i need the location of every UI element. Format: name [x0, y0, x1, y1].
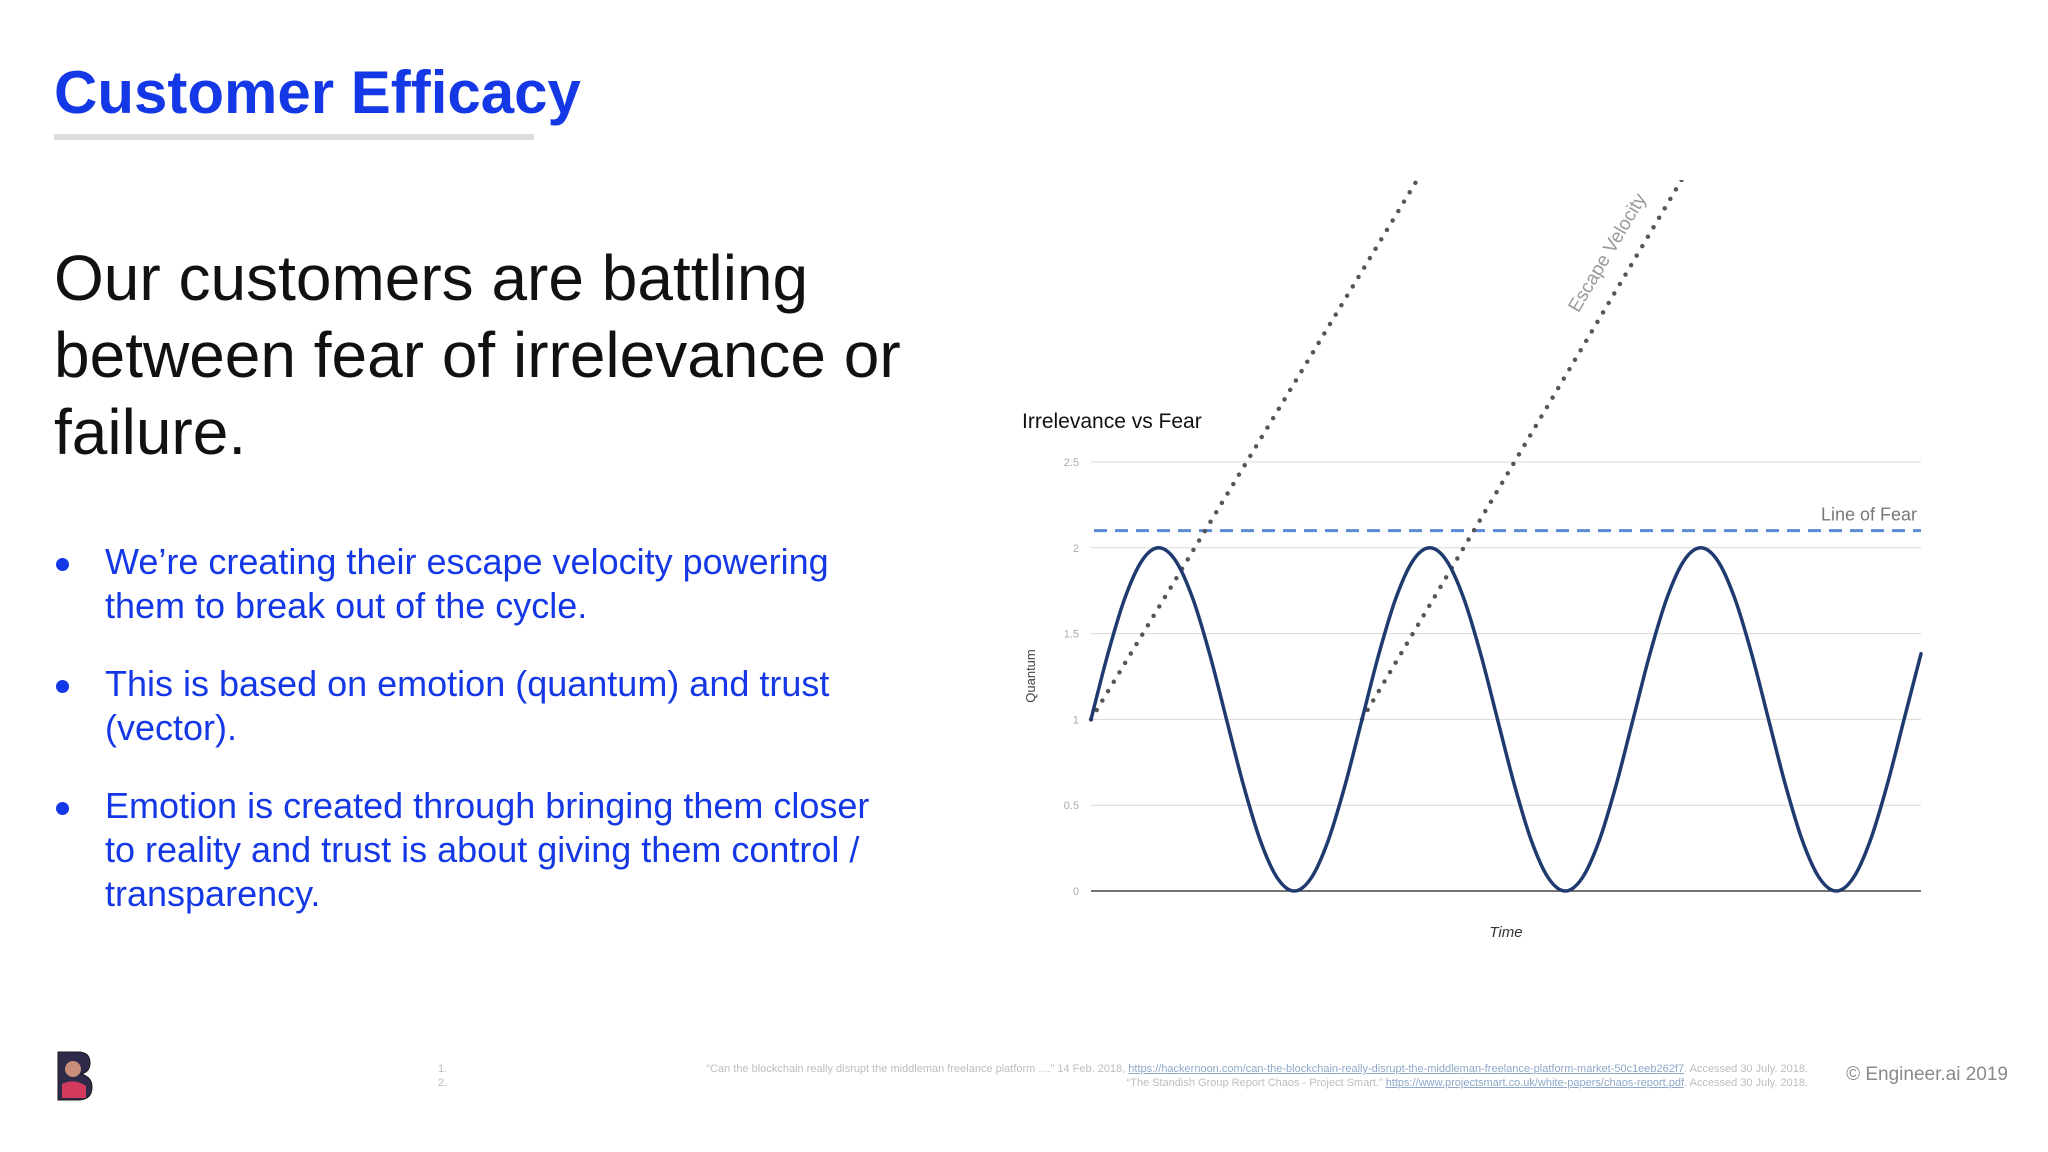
footnote-link[interactable]: https://www.projectsmart.co.uk/white-pap… [1385, 1077, 1685, 1089]
footnote-text: “The Standish Group Report Chaos - Proje… [1126, 1077, 1383, 1089]
bullet-item: This is based on emotion (quantum) and t… [54, 662, 874, 750]
y-tick-label: 0.5 [1064, 800, 1079, 812]
y-tick-label: 2 [1073, 543, 1079, 555]
footnote: 1. “Can the blockchain really disrupt th… [438, 1062, 1808, 1076]
y-tick-label: 1 [1073, 714, 1079, 726]
footnote-number: 2. [438, 1077, 448, 1089]
x-axis-label: Time [1489, 924, 1522, 941]
y-axis-label: Quantum [1023, 649, 1038, 702]
bullet-dot-icon [56, 558, 69, 571]
title-underline [54, 134, 534, 140]
bullet-item: Emotion is created through bringing them… [54, 784, 874, 916]
bullet-text: Emotion is created through bringing them… [105, 785, 870, 914]
chart: Irrelevance vs Fear Quantum Time 0 0.5 1 1.… [1000, 180, 2000, 960]
escape-velocity-line [1088, 180, 1420, 722]
bullet-text: We’re creating their escape velocity pow… [105, 541, 829, 626]
bullet-list: We’re creating their escape velocity pow… [54, 540, 874, 950]
footnotes: 1. “Can the blockchain really disrupt th… [438, 1062, 1808, 1090]
bullet-text: This is based on emotion (quantum) and t… [105, 663, 830, 748]
footnote: 2. “The Standish Group Report Chaos - Pr… [438, 1076, 1808, 1090]
footnote-tail: . Accessed 30 July. 2018. [1684, 1077, 1808, 1089]
brand-logo [54, 1048, 94, 1102]
slide-title: Customer Efficacy [54, 59, 581, 126]
chart-title: Irrelevance vs Fear [1022, 410, 1202, 433]
quantum-curve [1089, 546, 1923, 893]
y-tick-label: 1.5 [1064, 629, 1079, 641]
bullet-dot-icon [56, 802, 69, 815]
footnote-link[interactable]: https://hackernoon.com/can-the-blockchai… [1128, 1063, 1685, 1075]
y-tick-label: 0 [1073, 886, 1079, 898]
escape-velocity-line [1359, 180, 1685, 722]
bullet-item: We’re creating their escape velocity pow… [54, 540, 874, 628]
footnote-text: “Can the blockchain really disrupt the m… [706, 1063, 1126, 1075]
line-of-fear-label: Line of Fear [1821, 505, 1917, 525]
bullet-dot-icon [56, 680, 69, 693]
headline: Our customers are battling between fear … [54, 242, 901, 468]
chart-svg: Irrelevance vs Fear Quantum Time 0 0.5 1 1.… [1022, 180, 1923, 941]
y-tick-label: 2.5 [1064, 457, 1079, 469]
escape-velocity-label: Escape Velocity [1565, 190, 1652, 317]
footnote-tail: . Accessed 30 July. 2018. [1684, 1063, 1808, 1075]
copyright: © Engineer.ai 2019 [1846, 1064, 2008, 1085]
footnote-number: 1. [438, 1063, 448, 1075]
